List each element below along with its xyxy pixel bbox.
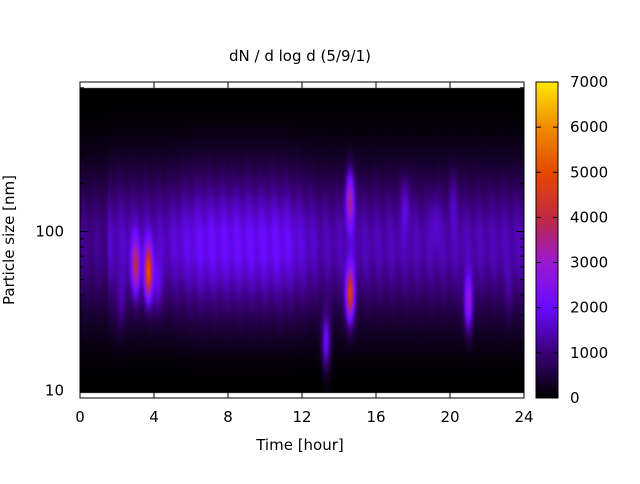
x-axis-label: Time [hour] [255, 436, 344, 454]
colorbar-tick-label: 1000 [570, 344, 608, 362]
y-axis: 10 100 [35, 87, 524, 400]
x-tick-label: 8 [223, 408, 233, 426]
colorbar-tick-label: 6000 [570, 118, 608, 136]
x-axis: 0 4 8 12 16 20 24 [75, 82, 534, 426]
colorbar-axis: 0 1000 2000 3000 4000 5000 6000 7000 [536, 73, 608, 407]
colorbar-tick-label: 2000 [570, 299, 608, 317]
y-tick-label: 100 [35, 223, 64, 241]
colorbar-tick-label: 4000 [570, 208, 608, 226]
x-tick-label: 12 [292, 408, 311, 426]
colorbar-scale [535, 81, 559, 399]
y-axis-label: Particle size [nm] [0, 175, 18, 305]
x-tick-label: 24 [514, 408, 533, 426]
x-tick-label: 20 [440, 408, 459, 426]
heatmap-image [80, 82, 524, 398]
x-tick-label: 4 [149, 408, 159, 426]
heatmap-plot-area [79, 81, 525, 399]
colorbar-tick-label: 3000 [570, 254, 608, 272]
colorbar-tick-label: 5000 [570, 163, 608, 181]
colorbar-tick-label: 7000 [570, 73, 608, 91]
x-tick-label: 0 [75, 408, 85, 426]
chart-title: dN / d log d (5/9/1) [229, 47, 371, 65]
y-tick-label: 10 [45, 382, 64, 400]
colorbar [535, 81, 559, 399]
x-tick-label: 16 [366, 408, 385, 426]
colorbar-tick-label: 0 [570, 389, 580, 407]
